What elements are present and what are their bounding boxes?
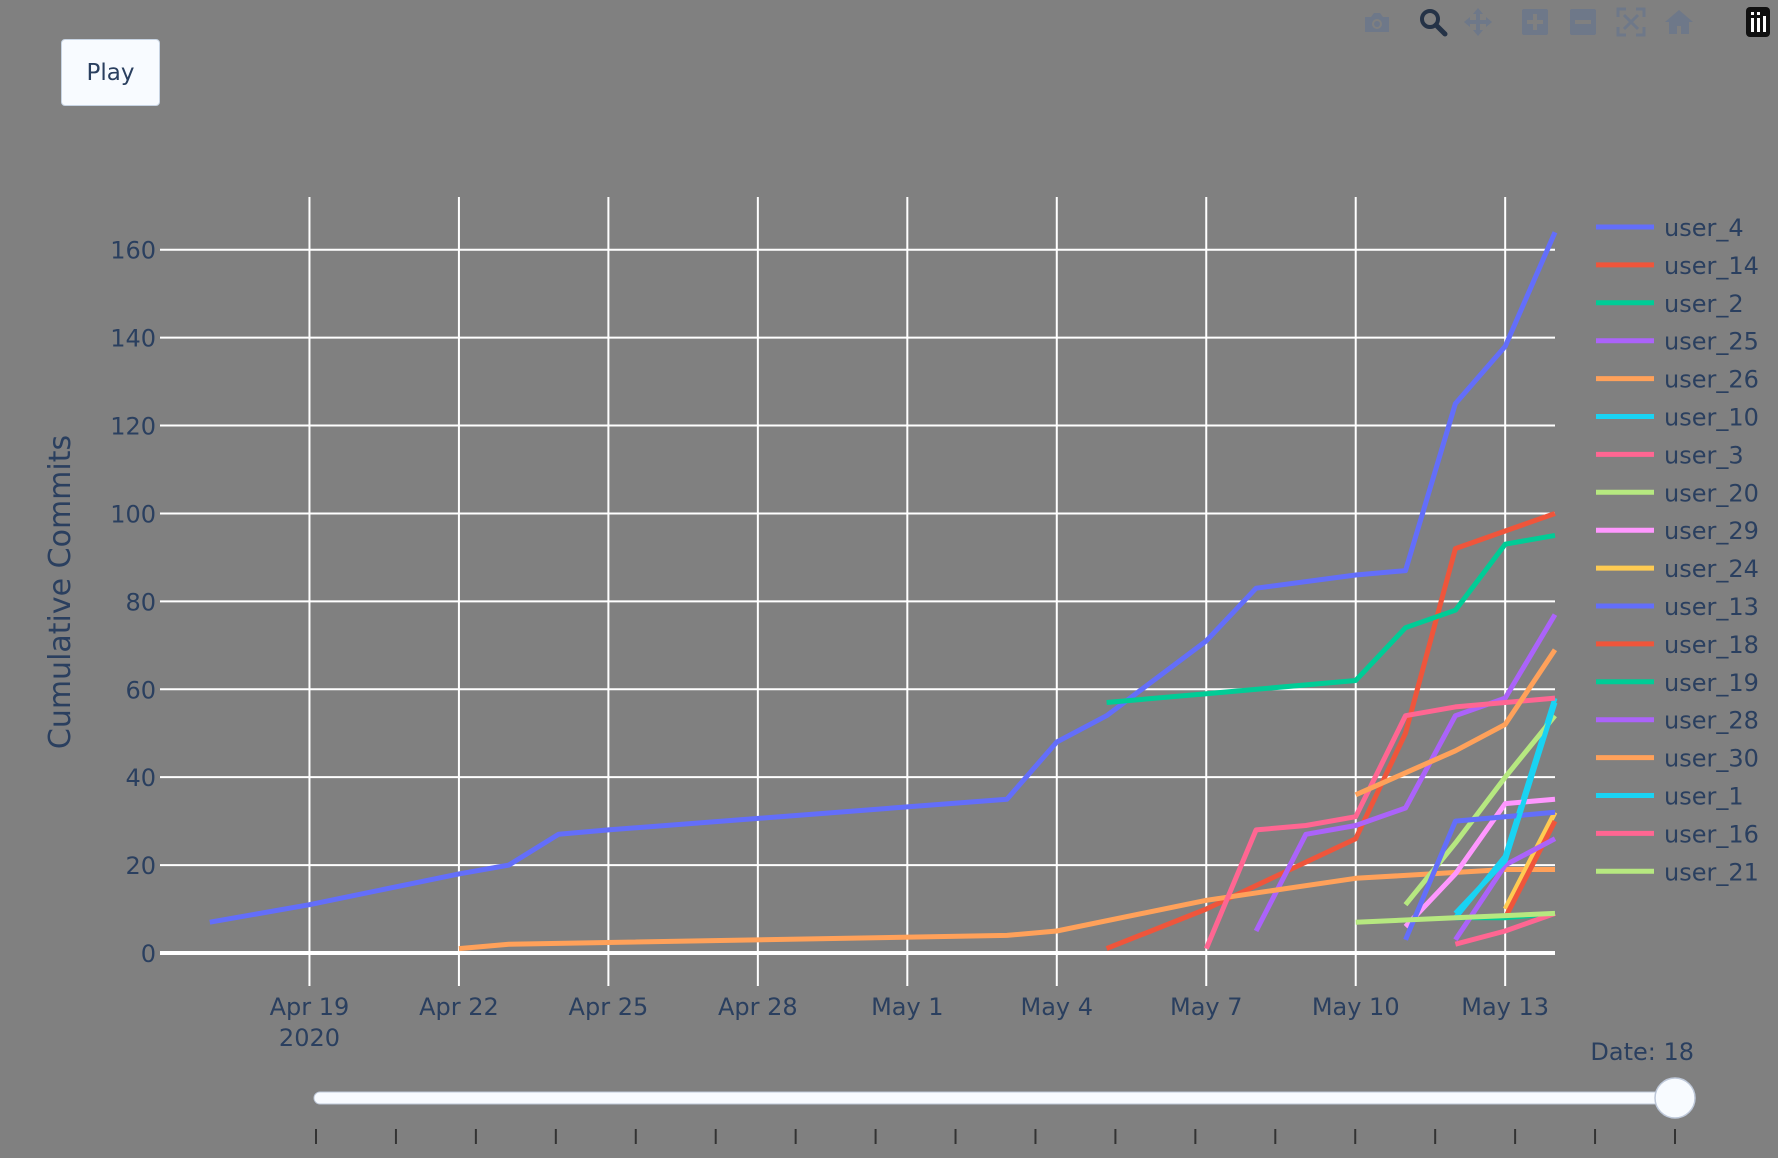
legend-item-user_4[interactable]: user_4 xyxy=(1596,214,1744,242)
y-tick-label: 120 xyxy=(110,413,156,441)
y-tick-label: 160 xyxy=(110,237,156,265)
legend-item-user_13[interactable]: user_13 xyxy=(1596,593,1759,621)
x-tick-label: Apr 22 xyxy=(419,993,499,1021)
y-tick-label: 100 xyxy=(110,500,156,528)
legend-item-user_18[interactable]: user_18 xyxy=(1596,631,1759,659)
zoom-out-icon[interactable] xyxy=(1566,4,1600,40)
reset-axes-icon[interactable] xyxy=(1662,4,1696,40)
legend: user_4 user_14 user_2 user_25 user_26 user_10… xyxy=(1596,214,1759,886)
series-line-user_26 xyxy=(458,867,1555,952)
plot-area xyxy=(209,231,1558,952)
series-line-user_18 xyxy=(1502,819,1558,919)
series-line-user_14 xyxy=(1105,511,1556,951)
series-line-user_16 xyxy=(1454,911,1556,947)
x-tick-label: May 10 xyxy=(1312,993,1400,1021)
legend-label: user_16 xyxy=(1664,820,1759,848)
legend-item-user_1[interactable]: user_1 xyxy=(1596,783,1744,811)
y-tick-label: 0 xyxy=(141,940,156,968)
x-tick-sublabel: 2020 xyxy=(279,1024,340,1052)
y-tick-label: 60 xyxy=(125,676,156,704)
series-line-user_13 xyxy=(1403,809,1556,941)
legend-item-user_20[interactable]: user_20 xyxy=(1596,479,1759,507)
series-line-user_21 xyxy=(1355,910,1556,925)
legend-item-user_10[interactable]: user_10 xyxy=(1596,404,1759,432)
plotly-logo-icon[interactable] xyxy=(1746,4,1770,40)
x-tick-label: May 4 xyxy=(1021,993,1094,1021)
legend-label: user_29 xyxy=(1664,517,1759,545)
series-line-user_24 xyxy=(1502,811,1558,911)
y-axis-title: Cumulative Commits xyxy=(43,435,78,749)
play-button[interactable]: Play xyxy=(61,39,160,106)
legend-item-user_21[interactable]: user_21 xyxy=(1596,858,1759,886)
legend-label: user_18 xyxy=(1664,631,1759,659)
pan-icon[interactable] xyxy=(1461,4,1495,40)
camera-icon[interactable] xyxy=(1360,4,1394,40)
legend-item-user_24[interactable]: user_24 xyxy=(1596,555,1759,583)
zoom-in-icon[interactable] xyxy=(1518,4,1552,40)
legend-label: user_10 xyxy=(1664,404,1759,432)
legend-label: user_2 xyxy=(1664,290,1744,318)
legend-item-user_29[interactable]: user_29 xyxy=(1596,517,1759,545)
axes: 0 20 40 60 80 100 120 140 160 Apr 19 2020 Apr 22 Apr… xyxy=(110,237,1549,1052)
gridlines xyxy=(160,197,1555,955)
legend-label: user_24 xyxy=(1664,555,1759,583)
legend-item-user_14[interactable]: user_14 xyxy=(1596,252,1759,280)
x-tick-label: Apr 28 xyxy=(718,993,798,1021)
legend-item-user_30[interactable]: user_30 xyxy=(1596,745,1759,773)
series-line-user_1 xyxy=(1453,701,1558,916)
legend-item-user_26[interactable]: user_26 xyxy=(1596,366,1759,394)
legend-label: user_20 xyxy=(1664,479,1759,507)
autoscale-icon[interactable] xyxy=(1614,4,1648,40)
x-tick-label: May 13 xyxy=(1461,993,1549,1021)
legend-label: user_26 xyxy=(1664,366,1759,394)
x-tick-label: Apr 19 xyxy=(270,993,350,1021)
legend-label: user_28 xyxy=(1664,707,1759,735)
legend-item-user_28[interactable]: user_28 xyxy=(1596,707,1759,735)
legend-label: user_21 xyxy=(1664,858,1759,886)
y-tick-label: 40 xyxy=(125,764,156,792)
legend-label: user_19 xyxy=(1664,669,1759,697)
x-tick-label: May 7 xyxy=(1170,993,1243,1021)
x-tick-label: May 1 xyxy=(871,993,944,1021)
legend-label: user_14 xyxy=(1664,252,1759,280)
slider-handle[interactable] xyxy=(1654,1077,1696,1119)
series-line-user_29 xyxy=(1403,796,1556,929)
y-tick-label: 20 xyxy=(125,852,156,880)
legend-item-user_25[interactable]: user_25 xyxy=(1596,328,1759,356)
series-line-user_4 xyxy=(209,231,1558,925)
legend-label: user_30 xyxy=(1664,745,1759,773)
x-tick-label: Apr 25 xyxy=(569,993,649,1021)
slider-rail[interactable] xyxy=(313,1091,1678,1105)
legend-item-user_19[interactable]: user_19 xyxy=(1596,669,1759,697)
legend-item-user_2[interactable]: user_2 xyxy=(1596,290,1744,318)
series-line-user_30 xyxy=(1354,648,1558,798)
legend-label: user_4 xyxy=(1664,214,1744,242)
y-tick-label: 80 xyxy=(125,588,156,616)
legend-label: user_1 xyxy=(1664,783,1744,811)
legend-item-user_16[interactable]: user_16 xyxy=(1596,820,1759,848)
series-line-user_20 xyxy=(1403,714,1557,907)
zoom-icon[interactable] xyxy=(1416,4,1450,40)
y-tick-label: 140 xyxy=(110,325,156,353)
date-slider[interactable]: 123456789101112131415161718 xyxy=(309,1077,1696,1158)
series-line-user_25 xyxy=(1253,613,1558,933)
legend-label: user_25 xyxy=(1664,328,1759,356)
slider-current-label: Date: 18 xyxy=(1590,1038,1694,1066)
legend-label: user_13 xyxy=(1664,593,1759,621)
series-line-user_2 xyxy=(1106,532,1556,705)
series-line-user_3 xyxy=(1203,695,1556,950)
legend-item-user_3[interactable]: user_3 xyxy=(1596,441,1744,469)
legend-label: user_3 xyxy=(1664,441,1744,469)
